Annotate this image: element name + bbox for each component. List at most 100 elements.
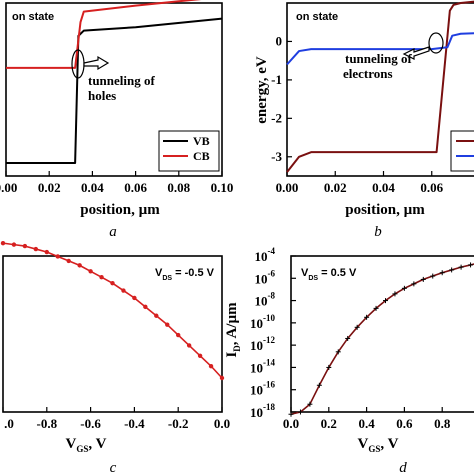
- data-point: [77, 263, 82, 268]
- x-tick-label: 0.02: [38, 180, 61, 195]
- annotation-line-2: electrons: [343, 66, 393, 81]
- annotation-on-state: on state: [296, 11, 338, 23]
- data-point: [219, 375, 225, 381]
- annotation-line-1: tunneling of: [88, 73, 155, 88]
- y-axis-label: ID, A/µm: [224, 302, 242, 358]
- label-main: V: [66, 436, 77, 452]
- data-point: [22, 243, 28, 249]
- x-tick-label: 0.04: [81, 180, 104, 195]
- x-tick-label: -0.2: [168, 416, 189, 431]
- label-rest: = -0.5 V: [172, 267, 215, 279]
- data-point: [121, 288, 126, 293]
- data-point: [55, 254, 60, 259]
- series-b-1: [286, 0, 474, 173]
- x-tick-label: -0.4: [124, 416, 145, 431]
- data-point: [44, 249, 49, 255]
- y-tick-base: 10: [255, 249, 268, 264]
- y-tick-label: 10-14: [250, 357, 275, 375]
- y-tick-label: 10-12: [250, 335, 275, 353]
- label-rest: , V: [88, 436, 106, 452]
- series-c-line: [2, 242, 223, 379]
- y-tick-exponent: -16: [263, 380, 275, 390]
- x-tick-label: 0.04: [372, 180, 395, 195]
- y-tick-exponent: -18: [263, 402, 275, 412]
- series-VB: [6, 17, 223, 165]
- x-tick-label: -0.8: [37, 416, 58, 431]
- tunneling-ellipse: [428, 32, 444, 54]
- annotation-line-1: tunneling of: [345, 51, 412, 66]
- data-point: [176, 332, 181, 338]
- x-axis-label: position, µm: [80, 202, 160, 218]
- y-tick-exponent: -14: [263, 357, 275, 367]
- y-tick-exponent: -12: [263, 335, 275, 345]
- annotation-vds: VDS = 0.5 V: [301, 267, 357, 282]
- tunneling-arrow: [402, 46, 430, 60]
- annotation-tunneling: tunneling of electrons: [343, 51, 412, 81]
- data-point: [33, 246, 39, 252]
- annotation-tunneling: tunneling of holes: [88, 73, 155, 103]
- data-point: [143, 304, 148, 310]
- x-tick-label: 0.0: [283, 416, 299, 431]
- label-rest: = 0.5 V: [318, 267, 357, 279]
- x-tick-label: 0.02: [324, 180, 347, 195]
- y-tick-label: 10-4: [255, 246, 276, 264]
- series-b-2: [286, 32, 474, 66]
- x-axis-label: VGS, V: [358, 436, 399, 454]
- y-tick-label: 10-16: [250, 380, 275, 398]
- series-CB: [6, 0, 202, 69]
- label-main: V: [155, 267, 163, 279]
- legend-label: VB: [193, 134, 210, 148]
- label-main: I: [224, 352, 240, 358]
- label-subscript: GS: [368, 444, 380, 454]
- annotation-on-state: on state: [12, 11, 54, 23]
- tunneling-arrow: [83, 55, 110, 71]
- x-tick-label: 0.0: [214, 416, 230, 431]
- label-subscript: D: [232, 345, 242, 352]
- x-tick-label: 0.06: [420, 180, 443, 195]
- annotation-vds: VDS = -0.5 V: [155, 267, 215, 282]
- label-subscript: GS: [76, 444, 88, 454]
- y-tick-base: 10: [255, 271, 268, 286]
- y-tick-label: 10-8: [255, 291, 276, 309]
- label-subscript: DS: [162, 275, 172, 282]
- label-rest: , V: [380, 436, 398, 452]
- panel-label-a: a: [109, 224, 117, 240]
- data-point: [165, 322, 170, 327]
- y-tick-label: 10-10: [250, 313, 275, 331]
- x-tick-label: 0.00: [0, 180, 17, 195]
- x-axis-label: VGS, V: [66, 436, 107, 454]
- x-tick-label: 0.4: [358, 416, 375, 431]
- label-subscript: DS: [308, 275, 318, 282]
- x-tick-label: 0.06: [124, 180, 147, 195]
- data-point: [197, 353, 203, 358]
- y-tick-exponent: -6: [268, 268, 276, 278]
- y-tick-label: -2: [271, 110, 282, 125]
- y-tick-exponent: -4: [268, 246, 276, 256]
- panel-label-b: b: [374, 224, 382, 240]
- y-tick-base: 10: [250, 405, 263, 420]
- x-tick-label: 0.08: [167, 180, 190, 195]
- y-tick-base: 10: [250, 360, 263, 375]
- y-tick-label: -1: [271, 72, 282, 87]
- panel-b: 0.00 0.02 0.04 0.06 -3 -2 -1 0 on state tunneling…: [254, 0, 474, 240]
- y-tick-exponent: -8: [268, 291, 276, 301]
- x-tick-label: 0.00: [276, 180, 299, 195]
- panel-label-d: d: [399, 460, 407, 474]
- y-tick-base: 10: [250, 338, 263, 353]
- x-axis-label: position, µm: [345, 202, 425, 218]
- plot-frame-d: [290, 255, 474, 413]
- data-point: [186, 343, 192, 348]
- x-tick-label: 0.6: [396, 416, 413, 431]
- data-point: [154, 313, 159, 318]
- label-main: V: [358, 436, 369, 452]
- legend-label: CB: [193, 149, 210, 163]
- y-tick-label: 0: [276, 33, 283, 48]
- legend-box-a: [158, 130, 220, 172]
- data-point: [208, 363, 214, 369]
- annotation-line-2: holes: [88, 88, 116, 103]
- y-tick-exponent: -10: [263, 313, 275, 323]
- data-point: [11, 242, 17, 247]
- y-tick-base: 10: [255, 294, 268, 309]
